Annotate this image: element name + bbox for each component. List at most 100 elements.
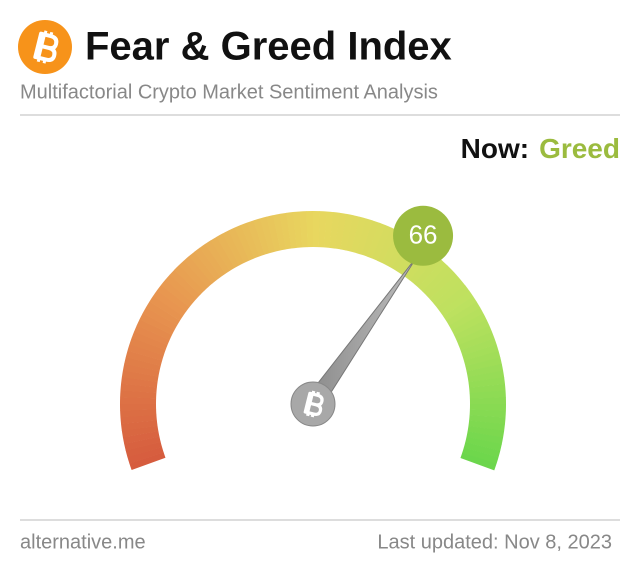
arc-segment <box>345 215 361 252</box>
arc-segment <box>469 404 506 412</box>
arc-segment <box>418 260 448 292</box>
arc-segment <box>350 216 367 254</box>
arc-segment <box>469 383 506 394</box>
arc-segment <box>356 218 373 255</box>
hub-logo-shape <box>303 390 324 418</box>
arc-segment <box>306 211 314 248</box>
arc-segment <box>454 319 490 341</box>
arc-segment <box>469 414 506 425</box>
arc-segment <box>466 363 504 378</box>
arc-segment <box>121 370 159 383</box>
arc-segment <box>194 247 221 281</box>
arc-segment <box>340 213 354 251</box>
arc-segment <box>183 255 213 288</box>
arc-segment <box>460 452 497 471</box>
updated: Last updated: Nov 8, 2023 <box>377 531 612 553</box>
arc-segment <box>222 230 245 266</box>
arc-segment <box>313 211 321 248</box>
arc-segment <box>129 337 166 356</box>
arc-segment <box>165 274 197 304</box>
arc-segment <box>121 376 158 388</box>
arc-segment <box>334 212 347 250</box>
arc-segment <box>466 431 504 445</box>
arc-segment <box>460 337 497 356</box>
arc-segment <box>436 285 470 312</box>
arc-segment <box>469 397 506 405</box>
arc-segment <box>440 290 474 317</box>
arc-segment <box>160 279 193 308</box>
arc-segment <box>124 356 161 372</box>
arc-segment <box>152 290 187 317</box>
status-prefix: Now: <box>461 133 529 164</box>
value-label: 66 <box>409 220 438 250</box>
needle-layer: 66 <box>290 205 454 427</box>
arc-segment <box>120 409 157 418</box>
arc-segment <box>467 425 505 438</box>
arc-segment <box>299 211 308 248</box>
arc-segment <box>149 295 183 321</box>
arc-segment <box>465 357 502 372</box>
arc-segment <box>127 344 164 361</box>
title: Fear & Greed Index <box>85 25 452 69</box>
arc-segment <box>125 441 163 458</box>
arc-segment <box>240 222 260 259</box>
arc-segment <box>425 269 457 300</box>
arc-segment <box>136 319 173 341</box>
status-word: Greed <box>539 133 620 164</box>
arc-segment <box>465 436 502 452</box>
arc-segment <box>462 447 499 464</box>
arc-segment <box>448 307 484 331</box>
source: alternative.me <box>20 531 146 553</box>
arc-segment <box>178 260 209 292</box>
arc-segment <box>210 236 235 271</box>
subtitle: Multifactorial Crypto Market Sentiment A… <box>20 81 438 103</box>
arc-segment <box>122 363 160 377</box>
arc-segment <box>228 227 250 263</box>
arc-segment <box>366 222 386 259</box>
status: Now: Greed <box>461 133 620 164</box>
arc-segment <box>120 403 157 411</box>
arc-segment <box>134 325 170 346</box>
arc-segment <box>458 331 495 351</box>
arc-segment <box>376 227 398 264</box>
arc-segment <box>246 220 265 257</box>
arc-segment <box>468 420 505 432</box>
arc-segment <box>292 211 303 248</box>
arc-segment <box>120 383 157 394</box>
arc-segment <box>125 350 163 367</box>
arc-segment <box>121 420 158 431</box>
arc-segment <box>199 243 226 277</box>
gauge-arc <box>120 211 506 471</box>
arc-segment <box>371 225 392 261</box>
arc-segment <box>422 265 453 296</box>
arc-segment <box>443 296 477 322</box>
arc-segment <box>253 218 270 255</box>
arc-segment <box>216 233 240 269</box>
arc-segment <box>361 220 380 257</box>
arc-segment <box>266 215 281 252</box>
arc-segment <box>456 325 493 346</box>
arc-segment <box>174 264 205 295</box>
arc-segment <box>122 430 160 445</box>
arc-segment <box>462 344 499 361</box>
arc-segment <box>413 256 443 288</box>
arc-segment <box>156 284 190 312</box>
arc-segment <box>329 212 341 249</box>
arc-segment <box>127 447 164 464</box>
arc-segment <box>323 211 334 248</box>
arc-segment <box>142 307 178 331</box>
arc-segment <box>463 441 501 458</box>
arc-segment <box>131 331 168 351</box>
hub-logo <box>303 390 324 418</box>
arc-segment <box>468 377 505 388</box>
arc-segment <box>205 240 231 274</box>
arc-segment <box>188 251 217 284</box>
arc-segment <box>429 274 462 304</box>
arc-segment <box>120 396 157 404</box>
arc-segment <box>124 436 161 451</box>
value-bubble <box>393 205 454 266</box>
arc-segment <box>259 216 276 254</box>
arc-segment <box>467 370 505 383</box>
